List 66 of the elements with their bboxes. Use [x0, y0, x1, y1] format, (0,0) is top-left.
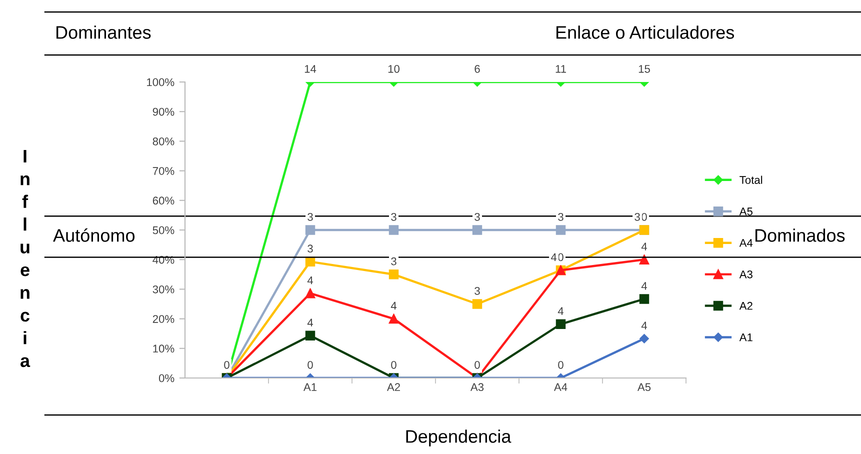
x-tick-label: A3: [470, 383, 484, 392]
text: Dependencia: [406, 430, 512, 446]
text: Dominados: [755, 228, 845, 242]
legend-label: A3: [739, 270, 752, 278]
point: [640, 334, 649, 344]
point: [556, 319, 566, 329]
text: Dominantes: [56, 26, 151, 39]
annotation: 0: [391, 360, 396, 369]
annotation: 0: [224, 360, 230, 369]
x-tick-label: A5: [637, 383, 651, 392]
annotation: 4: [307, 276, 314, 284]
annotation: 4: [558, 307, 564, 315]
legend-label: A2: [739, 302, 752, 310]
point: [388, 270, 399, 280]
annotation: 3: [391, 212, 396, 221]
x-tick-label: A4: [554, 383, 568, 391]
annotation: 4: [641, 282, 648, 290]
annotation: 4: [641, 242, 648, 250]
legend-label: A1: [739, 334, 752, 342]
point: [472, 225, 482, 235]
annotation: 14: [304, 65, 316, 73]
y-tick-label: 90%: [152, 108, 174, 116]
annotation: 3: [308, 212, 313, 221]
annotation: 3: [474, 286, 480, 295]
y-tick-label: 50%: [152, 226, 174, 234]
annotation: 0: [308, 360, 313, 369]
point: [639, 294, 650, 304]
annotation: 3: [634, 212, 640, 221]
x-tick-label: A1: [303, 383, 317, 391]
y-tick-label: 10%: [153, 344, 174, 353]
y-tick-label: 20%: [152, 315, 174, 323]
point: [556, 225, 566, 235]
annotation: 15: [638, 65, 650, 73]
annotation: 10: [388, 64, 400, 73]
annotation: 11: [556, 65, 566, 73]
annotation: 4: [550, 253, 557, 262]
y-tick-label: 70%: [152, 167, 174, 175]
legend-label: A4: [739, 239, 753, 247]
annotation: 0: [474, 360, 480, 369]
y-tick-label: 80%: [152, 137, 174, 146]
annotation: 3: [308, 244, 313, 253]
point: [305, 330, 316, 341]
legend-label: Total: [740, 176, 762, 184]
point: [305, 225, 316, 235]
point: [472, 299, 482, 309]
annotation: 3: [558, 212, 564, 221]
y-tick-label: 100%: [147, 78, 174, 86]
point: [305, 288, 316, 298]
annotation: 4: [641, 322, 648, 330]
point: [639, 254, 650, 264]
y-tick-label: 30%: [152, 285, 174, 294]
y-tick-label: 0%: [158, 374, 174, 382]
legend-label: A5: [739, 208, 752, 216]
annotation: 4: [307, 318, 314, 326]
y-tick-label: 60%: [152, 196, 174, 205]
text: Enlace o Articuladores: [556, 26, 734, 39]
point: [388, 314, 399, 324]
point: [388, 225, 399, 235]
annotation: 3: [474, 212, 480, 221]
annotation: 6: [474, 64, 480, 73]
text: Influencia: [20, 150, 30, 368]
x-tick-label: A2: [386, 383, 400, 391]
text: Autónomo: [53, 228, 135, 242]
annotation: 3: [391, 257, 396, 266]
annotation: 0: [558, 360, 564, 369]
annotation: 4: [390, 302, 397, 310]
